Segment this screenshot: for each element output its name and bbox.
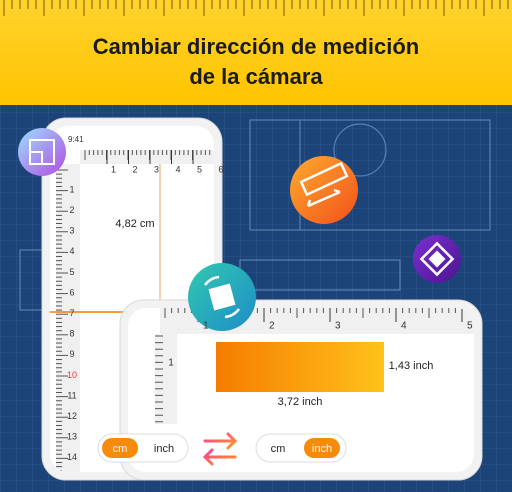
header-ruler (3, 0, 509, 16)
toggle-option[interactable]: cm (271, 443, 286, 455)
ruler-label: 1 (69, 184, 74, 194)
unit-toggles: cm inch cm inch (97, 433, 347, 463)
ruler-label: 5 (69, 267, 74, 277)
ruler-label: 2 (269, 321, 275, 332)
ruler-label: 2 (133, 164, 138, 174)
ruler-label: 2 (69, 205, 74, 215)
height-label: 1,43 inch (389, 360, 434, 372)
ruler-label: 6 (69, 287, 74, 297)
ruler-label: 3 (335, 321, 341, 332)
toggle-option[interactable]: inch (312, 443, 332, 455)
ruler-label: 14 (67, 452, 77, 462)
status-time: 9:41 (68, 135, 84, 144)
ruler-label: 8 (69, 329, 74, 339)
title: Cambiar dirección de medición (93, 34, 419, 59)
ruler-label: 3 (69, 226, 74, 236)
measurement-label: 4,82 cm (115, 218, 154, 230)
swap-icon (202, 432, 238, 466)
icon-rotate[interactable] (188, 263, 256, 331)
ruler-label: 5 (467, 321, 473, 332)
toggle-option[interactable]: cm (113, 443, 128, 455)
icon-ruler[interactable] (290, 156, 358, 224)
ruler-label: 11 (67, 390, 76, 400)
measure-box (216, 342, 384, 392)
ruler-label: 1 (203, 321, 209, 332)
ruler-label: 4 (401, 321, 407, 332)
ruler-label: 6 (219, 164, 224, 174)
icon-crop (18, 128, 66, 176)
toggle-active (304, 438, 340, 458)
ruler-label: 1 (168, 358, 174, 369)
toggle-active (102, 438, 138, 458)
ruler-label: 13 (67, 432, 77, 442)
ruler-label: 4 (69, 246, 74, 256)
ruler-label: 1 (111, 164, 116, 174)
ruler-label: 9 (69, 349, 74, 359)
icon-shape[interactable] (413, 235, 461, 283)
ruler-label: 12 (67, 411, 77, 421)
header-band (0, 0, 512, 105)
toggle-option[interactable]: inch (154, 443, 174, 455)
title: de la cámara (189, 64, 323, 89)
ruler-label: 5 (197, 164, 202, 174)
ruler-label: 10 (67, 370, 77, 380)
ruler-label: 3 (154, 164, 159, 174)
width-label: 3,72 inch (278, 396, 323, 408)
ruler-label: 4 (176, 164, 181, 174)
ruler-label: 7 (69, 308, 74, 318)
